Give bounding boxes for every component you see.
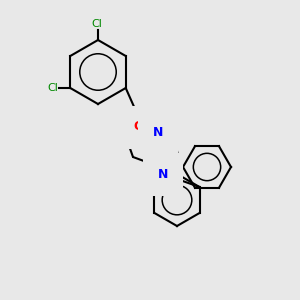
Text: Cl: Cl — [91, 19, 102, 29]
Text: N: N — [158, 167, 168, 181]
Text: O: O — [134, 121, 144, 134]
Text: N: N — [153, 125, 163, 139]
Text: Cl: Cl — [47, 83, 58, 93]
